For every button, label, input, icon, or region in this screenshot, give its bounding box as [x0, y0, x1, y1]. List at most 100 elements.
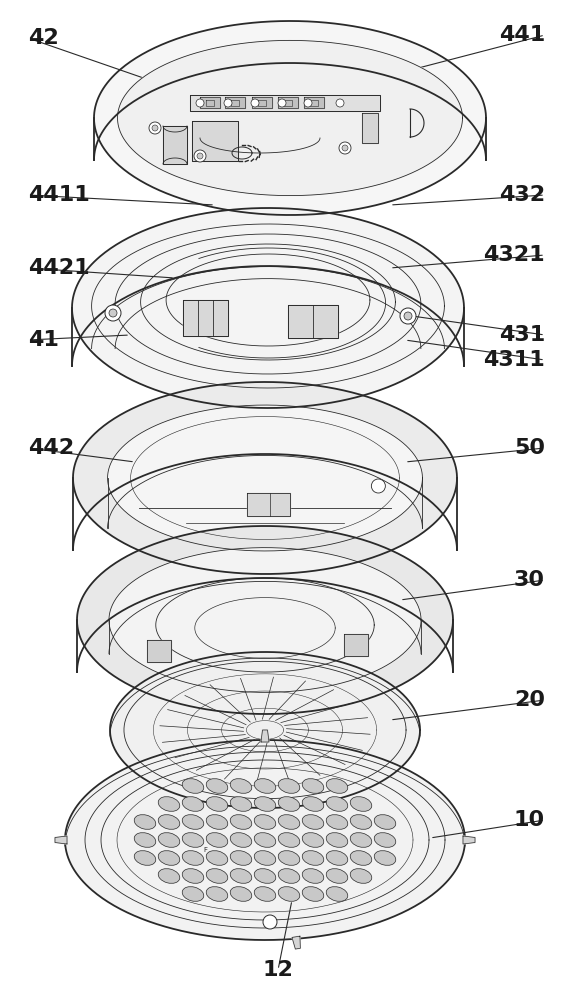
Polygon shape	[278, 97, 298, 108]
Circle shape	[404, 312, 412, 320]
Text: 432: 432	[499, 185, 545, 205]
Circle shape	[149, 122, 161, 134]
Ellipse shape	[254, 869, 276, 883]
Text: 4421: 4421	[28, 258, 90, 278]
Ellipse shape	[230, 815, 252, 829]
Ellipse shape	[350, 833, 372, 847]
Ellipse shape	[302, 797, 324, 811]
Circle shape	[105, 305, 121, 321]
Circle shape	[278, 99, 286, 107]
Polygon shape	[118, 40, 462, 196]
Ellipse shape	[206, 887, 228, 901]
Ellipse shape	[278, 833, 300, 847]
Ellipse shape	[302, 779, 324, 793]
Polygon shape	[55, 836, 67, 844]
Polygon shape	[77, 526, 453, 714]
Polygon shape	[147, 640, 171, 662]
Polygon shape	[463, 836, 475, 844]
Polygon shape	[65, 740, 465, 940]
Ellipse shape	[206, 869, 228, 883]
Circle shape	[371, 479, 385, 493]
Polygon shape	[288, 305, 338, 338]
Polygon shape	[247, 493, 290, 516]
Ellipse shape	[326, 887, 348, 901]
Ellipse shape	[302, 869, 324, 883]
Polygon shape	[110, 652, 420, 808]
Polygon shape	[192, 121, 238, 161]
Ellipse shape	[254, 797, 276, 811]
Text: F: F	[203, 847, 207, 853]
Text: 4311: 4311	[483, 350, 545, 370]
Text: 10: 10	[514, 810, 545, 830]
Ellipse shape	[230, 869, 252, 883]
Ellipse shape	[350, 851, 372, 865]
Ellipse shape	[230, 797, 252, 811]
Text: 431: 431	[499, 325, 545, 345]
Ellipse shape	[278, 851, 300, 865]
Text: 12: 12	[263, 960, 293, 980]
Polygon shape	[362, 113, 378, 143]
Ellipse shape	[254, 887, 276, 901]
Ellipse shape	[278, 815, 300, 829]
Ellipse shape	[182, 851, 204, 865]
Polygon shape	[292, 936, 300, 949]
Ellipse shape	[254, 833, 276, 847]
Text: 42: 42	[28, 28, 59, 48]
Text: 50: 50	[514, 438, 545, 458]
Ellipse shape	[278, 887, 300, 901]
Polygon shape	[190, 95, 380, 111]
Ellipse shape	[302, 851, 324, 865]
Ellipse shape	[326, 869, 348, 883]
Polygon shape	[163, 126, 187, 164]
Text: 30: 30	[514, 570, 545, 590]
Circle shape	[197, 153, 203, 159]
Polygon shape	[304, 97, 324, 108]
Polygon shape	[107, 405, 422, 551]
Ellipse shape	[134, 815, 156, 829]
Polygon shape	[261, 730, 269, 742]
Ellipse shape	[350, 797, 372, 811]
Ellipse shape	[350, 815, 372, 829]
Polygon shape	[73, 382, 457, 574]
Ellipse shape	[206, 797, 228, 811]
Circle shape	[196, 99, 204, 107]
Circle shape	[336, 99, 344, 107]
Ellipse shape	[206, 779, 228, 793]
Circle shape	[152, 125, 158, 131]
Ellipse shape	[278, 869, 300, 883]
Ellipse shape	[254, 779, 276, 793]
Polygon shape	[252, 97, 272, 108]
Ellipse shape	[254, 851, 276, 865]
Text: 441: 441	[499, 25, 545, 45]
Ellipse shape	[326, 815, 348, 829]
Circle shape	[400, 308, 416, 324]
Text: 4411: 4411	[28, 185, 90, 205]
Ellipse shape	[182, 869, 204, 883]
Ellipse shape	[230, 779, 252, 793]
Ellipse shape	[326, 779, 348, 793]
Text: 4321: 4321	[483, 245, 545, 265]
Ellipse shape	[230, 851, 252, 865]
Ellipse shape	[326, 833, 348, 847]
Circle shape	[194, 150, 206, 162]
Polygon shape	[109, 548, 421, 692]
Ellipse shape	[182, 797, 204, 811]
Circle shape	[304, 99, 312, 107]
Ellipse shape	[374, 833, 396, 847]
Polygon shape	[94, 21, 486, 215]
Circle shape	[109, 309, 117, 317]
Polygon shape	[225, 97, 245, 108]
Ellipse shape	[182, 833, 204, 847]
Ellipse shape	[326, 851, 348, 865]
Ellipse shape	[134, 851, 156, 865]
Ellipse shape	[206, 815, 228, 829]
Ellipse shape	[278, 797, 300, 811]
Ellipse shape	[350, 869, 372, 883]
Ellipse shape	[206, 851, 228, 865]
Ellipse shape	[158, 851, 180, 865]
Ellipse shape	[302, 887, 324, 901]
Text: 41: 41	[28, 330, 59, 350]
Ellipse shape	[158, 797, 180, 811]
Circle shape	[339, 142, 351, 154]
Text: 442: 442	[28, 438, 74, 458]
